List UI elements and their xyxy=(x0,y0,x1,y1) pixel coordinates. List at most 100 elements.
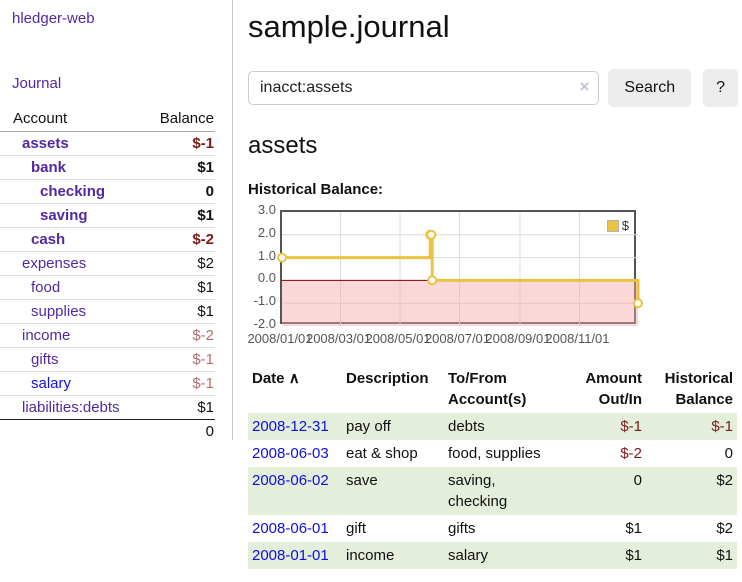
account-heading: assets xyxy=(248,132,318,159)
account-link[interactable]: checking xyxy=(40,183,106,200)
account-name-cell: salary xyxy=(0,371,148,396)
register-row: 2008-06-03 eat & shop food, supplies $-2 0 xyxy=(248,440,737,467)
sidebar-item-journal[interactable]: Journal xyxy=(12,75,62,92)
tofrom-accounts-cell: salary xyxy=(448,547,489,564)
account-link[interactable]: liabilities:debts xyxy=(22,399,120,416)
sidebar-account-row: cash $-2 xyxy=(0,227,215,252)
account-name-cell: income xyxy=(0,323,148,348)
sidebar-divider xyxy=(232,0,233,440)
account-name-cell: expenses xyxy=(0,251,148,276)
y-axis-tick-label: -2.0 xyxy=(253,316,276,331)
sidebar-account-row: assets $-1 xyxy=(0,131,215,156)
account-link[interactable]: income xyxy=(22,327,71,344)
amount-cell: $-2 xyxy=(620,445,642,462)
x-axis-tick-label: 2008/11/01 xyxy=(545,331,610,346)
account-link[interactable]: expenses xyxy=(22,255,87,272)
balance-cell: $2 xyxy=(716,472,733,489)
search-bar: × Search ? xyxy=(248,69,738,107)
account-name-cell: liabilities:debts xyxy=(0,395,148,420)
search-button[interactable]: Search xyxy=(608,69,692,107)
description-column-header: Description xyxy=(346,370,429,387)
account-link[interactable]: salary xyxy=(31,375,72,392)
date-cell: 2008-06-03 xyxy=(248,440,342,467)
account-balance: $-2 xyxy=(147,323,215,348)
description-cell: pay off xyxy=(346,418,391,435)
sort-asc-icon: ∧ xyxy=(288,370,300,387)
tofrom-column-header: To/From Account(s) xyxy=(448,370,527,408)
accounts-total-value: 0 xyxy=(147,419,215,443)
account-balance: $2 xyxy=(147,251,215,276)
app-title-link[interactable]: hledger-web xyxy=(12,10,95,27)
transaction-date-link[interactable]: 2008-12-31 xyxy=(252,418,329,435)
date-cell: 2008-06-01 xyxy=(248,515,342,542)
sidebar-account-row: expenses $2 xyxy=(0,251,215,276)
account-name-cell: food xyxy=(0,275,148,300)
date-cell: 2008-12-31 xyxy=(248,413,342,440)
account-link[interactable]: gifts xyxy=(31,351,59,368)
account-balance: $1 xyxy=(147,395,215,420)
account-name-cell: saving xyxy=(0,203,148,228)
register-row: 2008-06-02 save saving, checking 0 $2 xyxy=(248,467,737,515)
account-link[interactable]: food xyxy=(31,279,61,296)
transaction-date-link[interactable]: 2008-06-01 xyxy=(252,520,329,537)
tofrom-accounts-cell: saving, checking xyxy=(448,472,508,510)
account-name-cell: bank xyxy=(0,155,148,180)
data-point-marker xyxy=(277,252,287,263)
account-link[interactable]: cash xyxy=(31,231,66,248)
help-button[interactable]: ? xyxy=(703,69,738,107)
sidebar: hledger-web Journal Account Balance asse… xyxy=(0,0,232,443)
account-balance: $1 xyxy=(147,299,215,324)
description-cell: gift xyxy=(346,520,367,537)
balance-column-header: Historical Balance xyxy=(664,370,733,408)
accounts-total-row: 0 xyxy=(0,419,215,443)
series-label: $ xyxy=(621,218,629,233)
sidebar-account-row: income $-2 xyxy=(0,323,215,348)
account-link[interactable]: bank xyxy=(31,159,67,176)
account-balance: $-2 xyxy=(147,227,215,252)
chart-canvas xyxy=(277,212,643,326)
y-axis-tick-label: 0.0 xyxy=(257,270,276,286)
description-cell: save xyxy=(346,472,378,489)
date-column-header[interactable]: Date ∧ xyxy=(252,370,300,387)
register-row: 2008-01-01 income salary $1 $1 xyxy=(248,542,737,569)
clear-search-icon[interactable]: × xyxy=(579,77,590,96)
amount-cell: 0 xyxy=(633,472,642,489)
y-axis-tick-label: 1.0 xyxy=(257,247,276,263)
date-cell: 2008-01-01 xyxy=(248,542,342,569)
sidebar-account-row: saving $1 xyxy=(0,203,215,228)
balance-column-header: Balance xyxy=(147,107,215,132)
tofrom-accounts-cell: food, supplies xyxy=(448,445,541,462)
account-link[interactable]: saving xyxy=(40,207,88,224)
historical-balance-chart: $ 3.0 2.0 1.0 0.0 -1.0 -2.0 2008/01/01 2008/03/… xyxy=(247,202,738,346)
register-table: Date ∧ Description To/From Account(s) Am… xyxy=(248,365,737,569)
spacer-cell xyxy=(0,419,148,443)
balance-cell: $2 xyxy=(716,520,733,537)
transaction-date-link[interactable]: 2008-06-03 xyxy=(252,445,329,462)
tofrom-accounts-cell: gifts xyxy=(448,520,476,537)
main-content: sample.journal × Search ? assets Histori… xyxy=(247,0,738,569)
register-row: 2008-12-31 pay off debts $-1 $-1 xyxy=(248,413,737,440)
sidebar-account-row: checking 0 xyxy=(0,179,215,204)
x-axis-tick-label: 2008/01/01 xyxy=(247,331,313,346)
transaction-date-link[interactable]: 2008-01-01 xyxy=(252,547,329,564)
search-input[interactable] xyxy=(248,71,600,105)
account-link[interactable]: supplies xyxy=(31,303,87,320)
x-axis-tick-label: 2008/09/01 xyxy=(485,331,551,346)
account-balance: $1 xyxy=(147,203,215,228)
chart-title: Historical Balance: xyxy=(248,181,384,198)
amount-cell: $-1 xyxy=(620,418,642,435)
transaction-date-link[interactable]: 2008-06-02 xyxy=(252,472,329,489)
tofrom-accounts-cell: debts xyxy=(448,418,485,435)
data-point-marker xyxy=(633,298,643,309)
amount-column-header: Amount Out/In xyxy=(585,370,642,408)
data-point-marker xyxy=(426,229,437,240)
accounts-table: Account Balance assets $-1 bank $1 checking 0… xyxy=(0,107,215,443)
account-link[interactable]: assets xyxy=(22,135,69,152)
description-cell: eat & shop xyxy=(346,445,418,462)
x-axis-tick-label: 2008/07/01 xyxy=(424,331,491,346)
x-axis-tick-label: 2008/03/01 xyxy=(305,331,372,346)
amount-cell: $1 xyxy=(625,520,642,537)
register-header-row: Date ∧ Description To/From Account(s) Am… xyxy=(248,365,737,413)
balance-cell: $1 xyxy=(716,547,733,564)
y-axis-tick-label: -1.0 xyxy=(253,293,276,309)
